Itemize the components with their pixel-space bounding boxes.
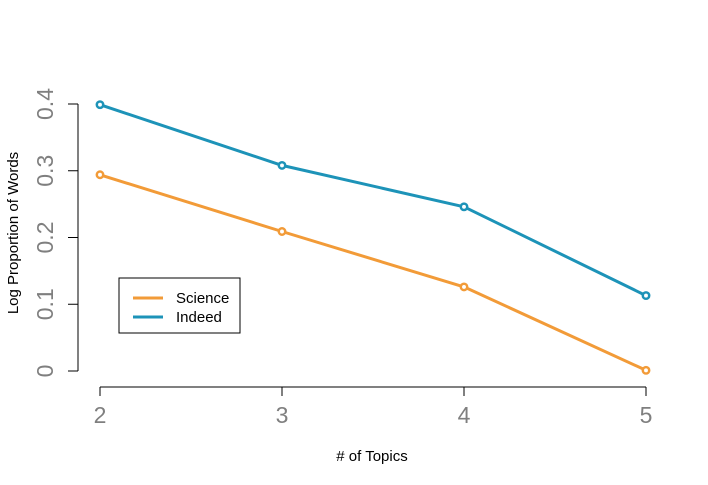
y-axis: 0 0.1 0.2 0.3 0.4 Log Proportion of Words xyxy=(5,88,79,378)
x-axis-ticks: 2 3 4 5 xyxy=(94,387,653,428)
data-point-science xyxy=(641,365,651,375)
y-axis-title: Log Proportion of Words xyxy=(5,152,22,314)
y-tick-label: 0.4 xyxy=(32,88,58,120)
y-axis-ticks: 0 0.1 0.2 0.3 0.4 xyxy=(32,88,78,378)
legend: Science Indeed xyxy=(118,277,241,334)
data-point-science xyxy=(277,227,287,236)
data-point-science xyxy=(95,170,105,180)
y-tick-label: 0.3 xyxy=(32,155,58,187)
series-line-indeed xyxy=(98,103,648,298)
x-axis-title: # of Topics xyxy=(336,448,407,465)
series-line-science xyxy=(98,173,648,372)
data-point-science xyxy=(459,282,469,292)
y-tick-label: 0.1 xyxy=(32,288,58,320)
plot-series xyxy=(95,100,651,375)
series-indeed xyxy=(95,100,651,301)
legend-label-science: Science xyxy=(176,290,229,307)
series-science xyxy=(95,170,651,375)
data-point-indeed xyxy=(459,202,469,212)
y-tick-label: 0.2 xyxy=(32,222,58,254)
x-tick-label: 5 xyxy=(640,402,653,428)
x-tick-label: 3 xyxy=(276,402,289,428)
x-axis: 2 3 4 5 # of Topics xyxy=(94,386,653,465)
data-point-indeed xyxy=(95,100,105,110)
data-point-indeed xyxy=(641,291,651,301)
x-tick-label: 2 xyxy=(94,402,107,428)
legend-label-indeed: Indeed xyxy=(176,309,222,326)
x-tick-label: 4 xyxy=(458,402,471,428)
legend-box xyxy=(118,277,241,334)
y-tick-label: 0 xyxy=(32,365,58,378)
data-point-indeed xyxy=(277,160,287,170)
